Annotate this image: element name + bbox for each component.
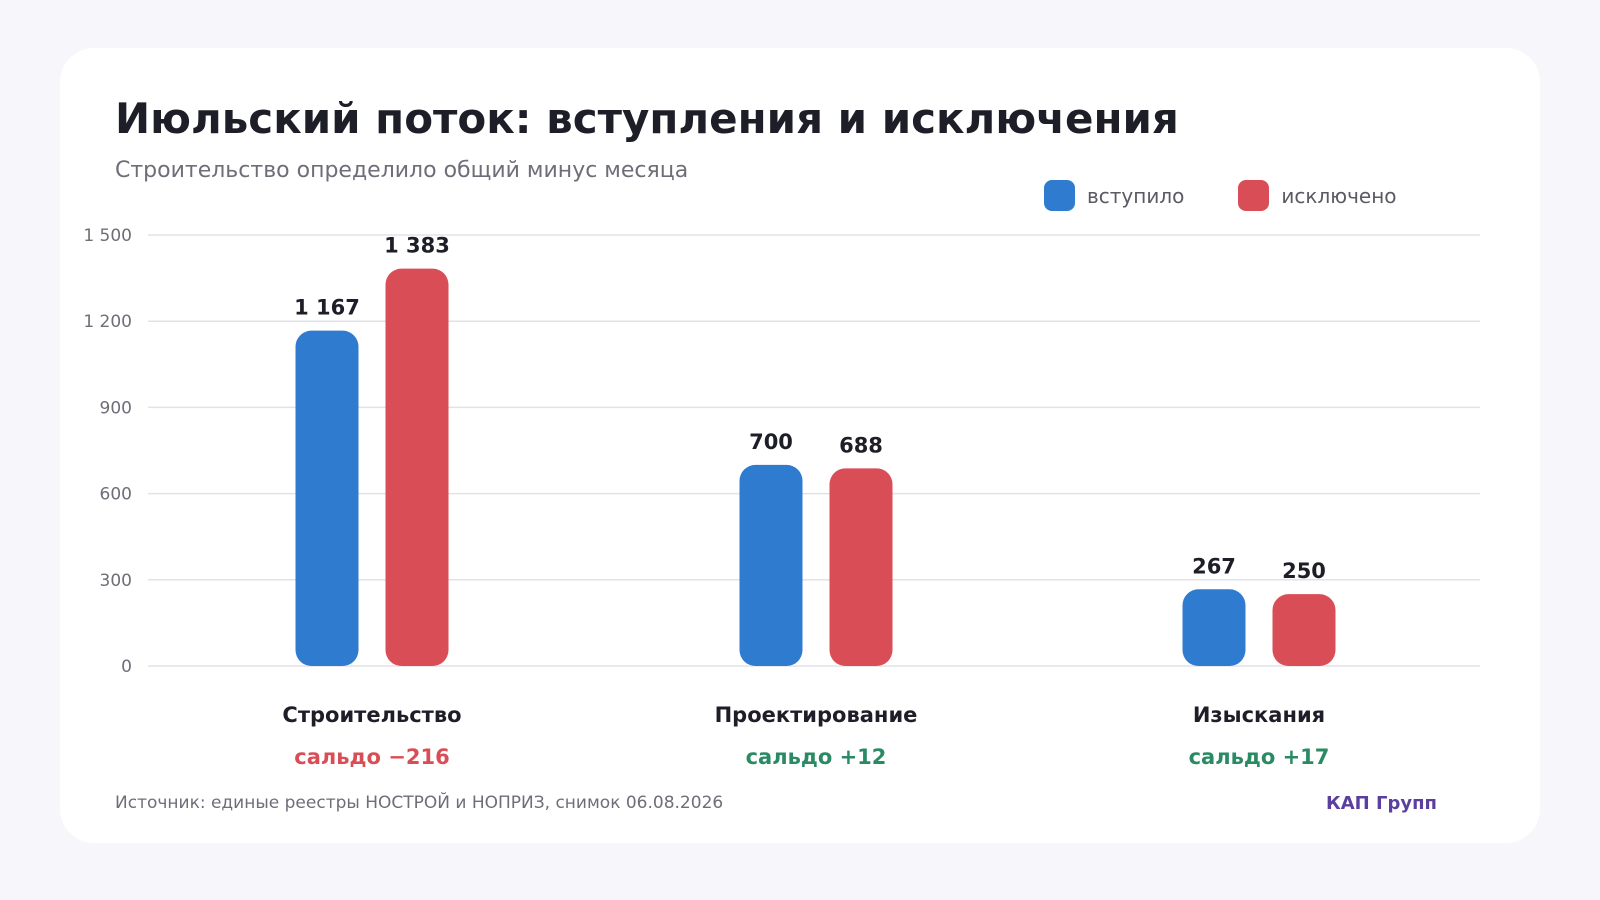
bar-excluded (829, 468, 893, 666)
legend-swatch-excluded (1238, 180, 1270, 211)
bar-excluded (385, 268, 449, 666)
balance-label: сальдо +17 (1189, 745, 1330, 769)
bar-joined (1182, 589, 1246, 666)
y-tick-label: 300 (100, 571, 132, 591)
legend-label-joined: вступило (1087, 183, 1185, 208)
balance-label: сальдо +12 (746, 745, 887, 769)
data-label: 250 (1282, 559, 1326, 583)
x-category-label: Изыскания (1193, 703, 1325, 727)
balance-label: сальдо −216 (294, 745, 449, 769)
footer-source: Источник: единые реестры НОСТРОЙ и НОПРИ… (115, 793, 724, 813)
bar-joined (295, 330, 359, 666)
chart-legend: вступило исключено (1044, 180, 1451, 211)
data-label: 267 (1192, 554, 1236, 578)
chart-subtitle: Строительство определило общий минус мес… (115, 158, 689, 183)
x-category-label: Проектирование (715, 703, 918, 727)
legend-item-excluded: исключено (1238, 180, 1397, 211)
bar-excluded (1272, 594, 1336, 666)
y-tick-label: 0 (121, 657, 132, 677)
y-tick-label: 900 (100, 398, 132, 418)
legend-item-joined: вступило (1044, 180, 1184, 211)
bar-joined (739, 464, 803, 666)
chart-title: Июльский поток: вступления и исключения (115, 94, 1179, 143)
y-tick-label: 1 200 (83, 312, 132, 332)
data-label: 1 383 (384, 234, 450, 258)
x-category-label: Строительство (282, 703, 461, 727)
data-label: 700 (749, 430, 793, 454)
data-label: 688 (839, 433, 883, 457)
footer-brand: КАП Групп (1326, 793, 1437, 814)
y-tick-label: 1 500 (83, 226, 132, 246)
y-tick-label: 600 (100, 485, 132, 505)
data-label: 1 167 (294, 296, 360, 320)
legend-label-excluded: исключено (1281, 183, 1397, 208)
legend-swatch-joined (1044, 180, 1075, 211)
